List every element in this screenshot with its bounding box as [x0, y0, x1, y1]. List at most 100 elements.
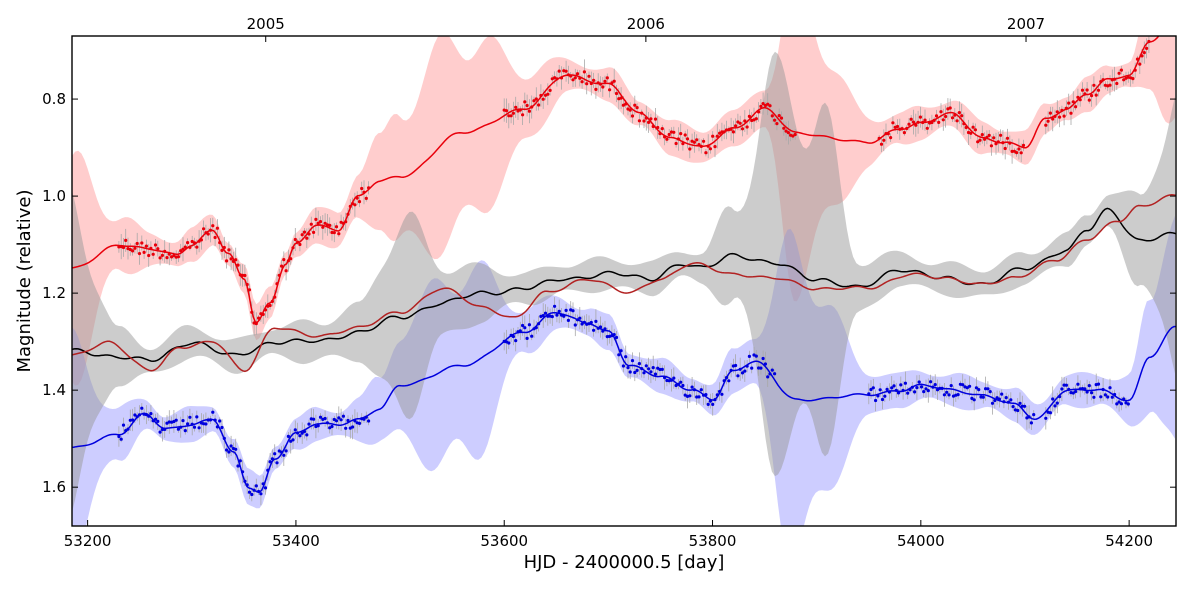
point-red: [1096, 88, 1101, 92]
point-blue: [312, 417, 316, 421]
point-blue: [924, 387, 928, 391]
point-blue: [899, 383, 903, 387]
point-red: [1051, 117, 1055, 121]
point-blue: [158, 430, 162, 434]
point-blue: [537, 322, 541, 326]
point-blue: [270, 457, 274, 461]
point-blue: [1115, 402, 1119, 406]
point-blue: [188, 415, 192, 419]
point-blue: [190, 422, 194, 426]
point-blue: [163, 427, 167, 431]
point-red: [983, 137, 987, 141]
point-red: [364, 196, 368, 200]
point-red: [782, 126, 786, 130]
point-red: [181, 247, 185, 251]
point-red: [934, 114, 939, 118]
point-red: [298, 242, 302, 247]
top-year-axis: 2005 2006 2007: [247, 15, 1045, 42]
point-blue: [1074, 389, 1078, 394]
point-red: [286, 259, 290, 263]
point-red: [786, 131, 791, 135]
uncertainty-bands: [72, 36, 1175, 526]
point-blue: [241, 470, 245, 474]
point-red: [268, 303, 272, 308]
point-red: [1058, 115, 1062, 119]
point-red: [206, 232, 210, 236]
point-red: [1094, 93, 1098, 97]
point-blue: [640, 367, 644, 371]
point-blue: [353, 419, 357, 423]
point-red: [633, 103, 637, 107]
point-blue: [931, 385, 935, 389]
point-blue: [1062, 383, 1066, 387]
point-red: [916, 120, 920, 124]
point-red: [955, 119, 959, 123]
point-blue: [965, 386, 969, 390]
point-blue: [704, 393, 708, 397]
point-blue: [681, 383, 685, 388]
point-red: [234, 258, 238, 262]
point-red: [275, 282, 279, 286]
point-blue: [339, 418, 343, 422]
point-red: [573, 76, 577, 80]
point-blue: [740, 371, 745, 375]
point-red: [775, 122, 779, 126]
point-blue: [1051, 397, 1055, 401]
y-axis-ticks: 0.8 1.0 1.2 1.4 1.6: [42, 90, 1176, 496]
point-red: [140, 241, 144, 245]
point-red: [745, 125, 749, 129]
point-red: [355, 196, 359, 200]
point-red: [213, 235, 217, 240]
point-blue: [238, 459, 242, 463]
point-red: [509, 114, 513, 118]
point-red: [158, 256, 162, 260]
point-blue: [518, 329, 522, 333]
point-blue: [234, 447, 238, 451]
point-blue: [357, 421, 362, 425]
point-red: [179, 249, 183, 253]
point-red: [211, 224, 215, 228]
point-red: [644, 116, 648, 120]
point-red: [1131, 77, 1135, 81]
point-red: [241, 273, 245, 277]
point-blue: [993, 398, 997, 403]
point-red: [1135, 57, 1140, 61]
point-blue: [956, 393, 960, 397]
point-blue: [903, 381, 908, 385]
point-blue: [195, 415, 199, 419]
point-blue: [186, 422, 190, 426]
y-tick-label: 1.6: [42, 478, 66, 496]
point-blue: [1009, 398, 1013, 402]
point-blue: [649, 370, 653, 374]
point-red: [962, 122, 966, 126]
point-red: [969, 131, 973, 135]
point-blue: [621, 364, 626, 368]
point-blue: [525, 336, 529, 340]
point-blue: [337, 416, 341, 420]
year-tick-label: 2007: [1007, 15, 1045, 33]
point-blue: [644, 364, 648, 368]
point-blue: [346, 418, 350, 423]
point-red: [121, 245, 126, 250]
point-blue: [624, 355, 628, 359]
point-red: [624, 102, 628, 106]
point-red: [911, 120, 916, 124]
point-blue: [651, 366, 655, 370]
point-red: [1115, 81, 1119, 86]
point-red: [170, 255, 174, 259]
point-blue: [628, 370, 632, 374]
point-blue: [325, 421, 329, 425]
point-red: [1133, 68, 1137, 72]
point-red: [731, 130, 736, 134]
point-red: [793, 132, 797, 137]
point-blue: [919, 385, 924, 389]
point-blue: [351, 425, 355, 429]
point-red: [1055, 110, 1059, 114]
point-red: [619, 96, 623, 100]
point-red: [1119, 68, 1123, 72]
point-red: [660, 127, 664, 131]
point-blue: [557, 309, 561, 313]
point-red: [630, 114, 635, 118]
point-blue: [546, 314, 550, 318]
point-blue: [1083, 387, 1087, 391]
